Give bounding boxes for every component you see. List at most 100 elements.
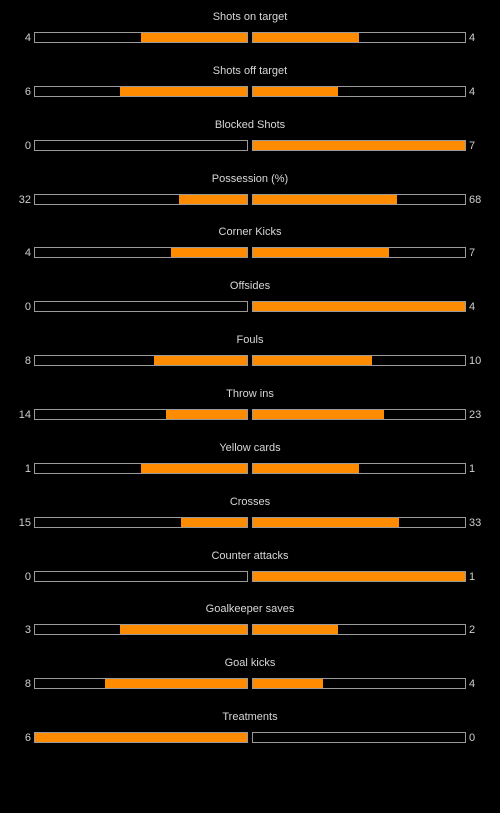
home-value: 6 [24, 86, 31, 98]
home-bar [34, 301, 248, 312]
stat-label: Goalkeeper saves [205, 603, 295, 615]
home-bar [34, 463, 248, 474]
stat-row: Yellow cards 1 1 [0, 442, 500, 482]
stat-row: Goal kicks 8 4 [0, 657, 500, 697]
stat-row: Counter attacks 0 1 [0, 550, 500, 590]
home-value: 4 [24, 32, 31, 44]
away-bar [252, 732, 466, 743]
away-value: 0 [469, 732, 476, 744]
away-bar-fill [253, 679, 323, 688]
away-value: 7 [469, 140, 476, 152]
home-bar-fill [141, 33, 247, 42]
away-bar-fill [253, 518, 400, 527]
away-bar-fill [253, 302, 465, 311]
home-bar-fill [35, 733, 247, 742]
away-value: 4 [469, 678, 476, 690]
home-bar [34, 140, 248, 151]
away-bar [252, 194, 466, 205]
home-bar [34, 247, 248, 258]
stat-row: Shots off target 6 4 [0, 65, 500, 105]
away-bar [252, 571, 466, 582]
away-value: 1 [469, 463, 476, 475]
home-bar-fill [153, 356, 247, 365]
away-value: 7 [469, 247, 476, 259]
home-bar [34, 409, 248, 420]
stat-row: Possession (%) 32 68 [0, 173, 500, 213]
away-bar [252, 517, 466, 528]
home-bar [34, 571, 248, 582]
away-value: 2 [469, 624, 476, 636]
stat-label: Shots off target [212, 65, 288, 77]
away-bar [252, 247, 466, 258]
stat-label: Throw ins [226, 388, 274, 400]
home-bar-fill [181, 518, 247, 527]
away-bar [252, 624, 466, 635]
away-bar-fill [253, 195, 398, 204]
away-bar [252, 86, 466, 97]
stat-label: Goal kicks [224, 657, 276, 669]
away-bar [252, 140, 466, 151]
home-value: 0 [24, 301, 31, 313]
stat-label: Blocked Shots [214, 119, 286, 131]
home-bar [34, 624, 248, 635]
home-value: 8 [24, 678, 31, 690]
away-bar-fill [253, 410, 385, 419]
home-value: 4 [24, 247, 31, 259]
home-bar [34, 32, 248, 43]
stat-label: Counter attacks [211, 550, 289, 562]
away-value: 4 [469, 301, 476, 313]
home-bar [34, 194, 248, 205]
home-bar-fill [119, 87, 247, 96]
away-value: 4 [469, 86, 476, 98]
stat-row: Crosses 15 33 [0, 496, 500, 536]
away-bar-fill [253, 33, 359, 42]
away-bar [252, 678, 466, 689]
away-bar-fill [253, 625, 338, 634]
away-value: 68 [469, 194, 482, 206]
home-value: 1 [24, 463, 31, 475]
stat-row: Shots on target 4 4 [0, 11, 500, 51]
away-bar [252, 409, 466, 420]
home-bar-fill [119, 625, 247, 634]
home-value: 15 [18, 517, 31, 529]
away-value: 4 [469, 32, 476, 44]
stat-label: Yellow cards [219, 442, 281, 454]
home-bar-fill [166, 410, 247, 419]
away-bar-fill [253, 464, 359, 473]
home-bar [34, 355, 248, 366]
stat-row: Treatments 6 0 [0, 711, 500, 751]
stat-label: Treatments [222, 711, 278, 723]
home-value: 0 [24, 140, 31, 152]
away-bar-fill [253, 572, 465, 581]
stat-row: Goalkeeper saves 3 2 [0, 603, 500, 643]
home-value: 6 [24, 732, 31, 744]
stat-row: Corner Kicks 4 7 [0, 226, 500, 266]
away-bar [252, 463, 466, 474]
away-bar-fill [253, 141, 465, 150]
home-bar [34, 517, 248, 528]
stat-label: Corner Kicks [218, 226, 282, 238]
away-bar-fill [253, 87, 338, 96]
home-bar [34, 86, 248, 97]
stat-row: Fouls 8 10 [0, 334, 500, 374]
away-bar [252, 32, 466, 43]
home-bar-fill [104, 679, 247, 688]
stat-label: Offsides [229, 280, 271, 292]
home-value: 32 [18, 194, 31, 206]
away-value: 33 [469, 517, 482, 529]
stat-row: Offsides 0 4 [0, 280, 500, 320]
home-value: 8 [24, 355, 31, 367]
stat-label: Crosses [229, 496, 271, 508]
home-bar-fill [179, 195, 247, 204]
home-bar [34, 678, 248, 689]
stat-row: Throw ins 14 23 [0, 388, 500, 428]
home-value: 3 [24, 624, 31, 636]
away-bar-fill [253, 356, 372, 365]
away-value: 10 [469, 355, 482, 367]
home-value: 0 [24, 571, 31, 583]
home-bar [34, 732, 248, 743]
home-bar-fill [141, 464, 247, 473]
away-value: 23 [469, 409, 482, 421]
away-bar-fill [253, 248, 389, 257]
stat-row: Blocked Shots 0 7 [0, 119, 500, 159]
